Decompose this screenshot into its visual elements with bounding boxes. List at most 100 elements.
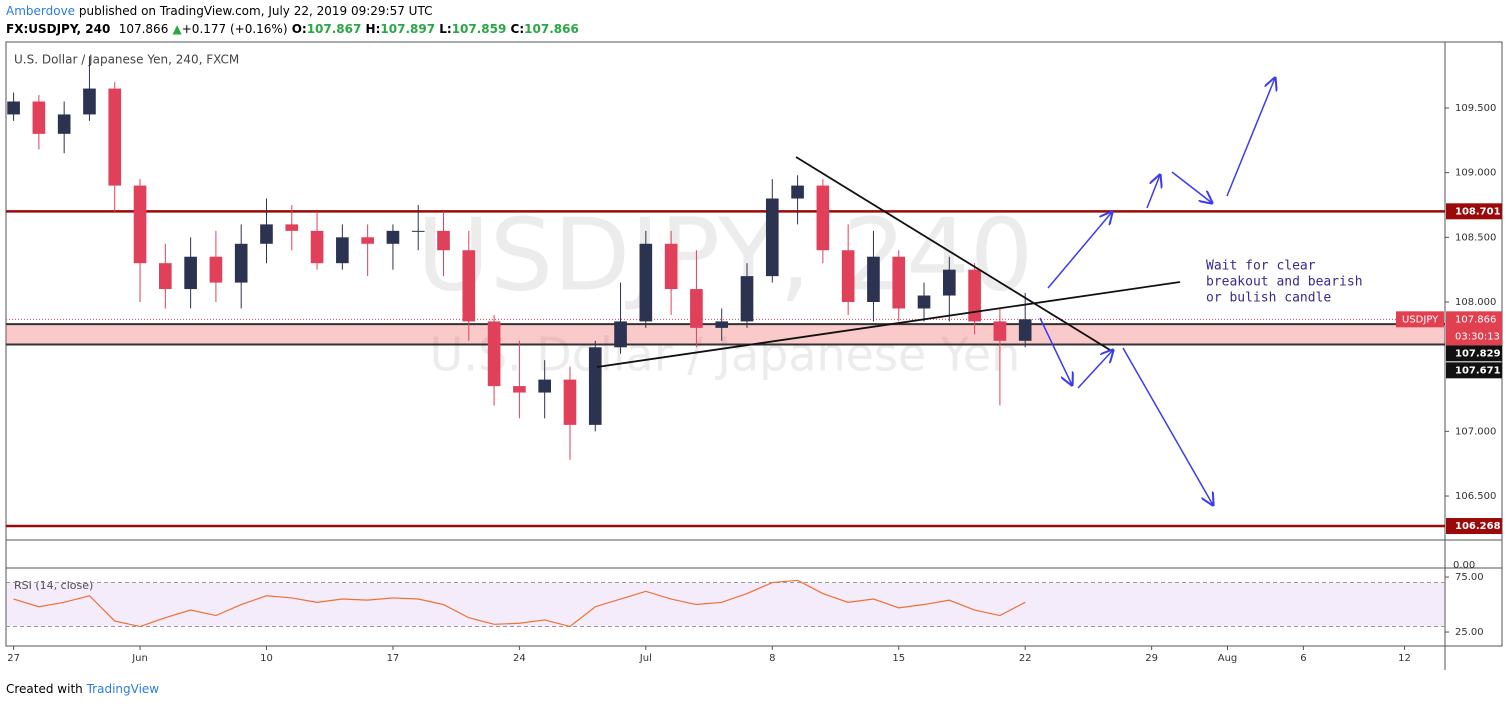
price-tag-box: [1446, 311, 1502, 346]
brand[interactable]: TradingView: [86, 682, 160, 696]
zone-tag: 107.671: [1455, 365, 1501, 376]
countdown: 03:30:13: [1455, 331, 1500, 342]
quote-line: FX:USDJPY, 240 107.866 ▲+0.177 (+0.16%) …: [6, 22, 579, 36]
price-tag: 107.866: [1455, 314, 1496, 325]
candle-body: [234, 243, 248, 283]
symbol-tag: USDJPY: [1402, 314, 1439, 325]
h-label: H:: [365, 22, 381, 36]
author[interactable]: Amberdove: [6, 4, 76, 18]
l-label: L:: [439, 22, 452, 36]
level-tag: [1446, 203, 1502, 220]
candle-body: [260, 224, 273, 244]
drawings: [596, 78, 1275, 505]
h: 107.897: [380, 22, 436, 36]
x-tick-label: 27: [7, 653, 20, 664]
candle-body: [740, 276, 754, 322]
candle-body: [57, 114, 71, 134]
candle-body: [538, 379, 551, 393]
candle-body: [715, 321, 729, 328]
candle-body: [310, 230, 324, 264]
arrow: [1146, 175, 1160, 209]
symbol-tag-box: [1396, 311, 1444, 328]
arrow: [1047, 212, 1112, 289]
candle-body: [690, 289, 703, 328]
candle-body: [588, 347, 602, 425]
candle-body: [867, 256, 880, 302]
candle-body: [487, 321, 501, 387]
arrow: [1122, 347, 1213, 505]
candle-body: [336, 237, 349, 264]
x-tick-label: Jun: [131, 653, 148, 664]
candle-body: [133, 185, 147, 264]
o: 107.867: [306, 22, 362, 36]
x-tick-label: 29: [1145, 653, 1158, 664]
candle-body: [7, 101, 20, 115]
candle-body: [32, 101, 46, 134]
y-tick-label: 109.000: [1455, 168, 1496, 179]
arrow: [1077, 350, 1113, 389]
trend-line: [596, 281, 1181, 368]
candle-body: [816, 185, 830, 251]
watermark-sub: U.S. Dollar / Japanese Yen: [430, 328, 1021, 382]
candle-body: [614, 321, 627, 348]
candle-body: [968, 269, 981, 322]
candle-body: [83, 88, 96, 115]
level-tag: [1446, 518, 1502, 535]
arrow: [1171, 171, 1212, 203]
candle-body: [993, 321, 1007, 341]
watermark: USDJPY, 240: [417, 196, 1034, 313]
rsi-band: [6, 582, 1445, 627]
zone-tag: 107.829: [1455, 348, 1501, 359]
c-label: C:: [510, 22, 525, 36]
published: published on TradingView.com, July 22, 2…: [78, 4, 433, 18]
x-tick-label: Jul: [639, 653, 652, 664]
candle-body: [791, 185, 804, 199]
candle-body: [563, 379, 577, 425]
y-tick-label: 106.500: [1455, 491, 1496, 502]
candle-body: [159, 263, 172, 290]
chart-title: U.S. Dollar / Japanese Yen, 240, FXCM: [14, 53, 239, 67]
candle-body: [942, 269, 956, 296]
candle-body: [664, 243, 678, 290]
y-tick-label: 108.500: [1455, 232, 1496, 243]
l: 107.859: [451, 22, 507, 36]
rsi-title: RSI (14, close): [14, 579, 93, 592]
annotation: breakout and bearish: [1206, 275, 1363, 290]
o-label: O:: [291, 22, 307, 36]
candle-body: [917, 295, 931, 309]
rsi-tick-label: 25.00: [1455, 627, 1484, 638]
candle-body: [841, 250, 855, 302]
x-tick-label: 17: [387, 653, 400, 664]
candle-body: [462, 250, 476, 322]
y-tick-label: 107.000: [1455, 426, 1496, 437]
annotation: Wait for clear: [1206, 259, 1316, 274]
candle-body: [639, 243, 653, 322]
x-tick-label: 10: [260, 653, 273, 664]
zone-tag-box: [1446, 345, 1502, 362]
candle-body: [285, 224, 299, 231]
symbol: FX:USDJPY, 240: [6, 22, 111, 36]
candle-body: [386, 230, 400, 244]
zone-tag-box: [1446, 362, 1502, 379]
c: 107.866: [524, 22, 579, 36]
candle-body: [892, 256, 906, 309]
annotation: or bulish candle: [1206, 291, 1331, 306]
change-arrow: ▲: [172, 22, 182, 36]
y-tick-label: 109.500: [1455, 103, 1496, 114]
zone: [6, 324, 1445, 345]
rsi-line: [13, 579, 1026, 628]
volume-tick: 0.00: [1453, 560, 1475, 571]
candle-body: [437, 230, 450, 251]
x-tick-label: Aug: [1218, 653, 1238, 664]
candle-body: [1018, 319, 1032, 341]
candle-body: [184, 256, 197, 290]
candle-body: [765, 198, 779, 277]
level-label: 108.701: [1455, 206, 1501, 217]
trend-line: [795, 156, 1111, 351]
y-tick-label: 108.000: [1455, 297, 1496, 308]
x-tick-label: 8: [769, 653, 775, 664]
price: 107.866: [118, 22, 169, 36]
x-tick-label: 22: [1019, 653, 1032, 664]
publish-line: Amberdove published on TradingView.com, …: [6, 4, 432, 18]
